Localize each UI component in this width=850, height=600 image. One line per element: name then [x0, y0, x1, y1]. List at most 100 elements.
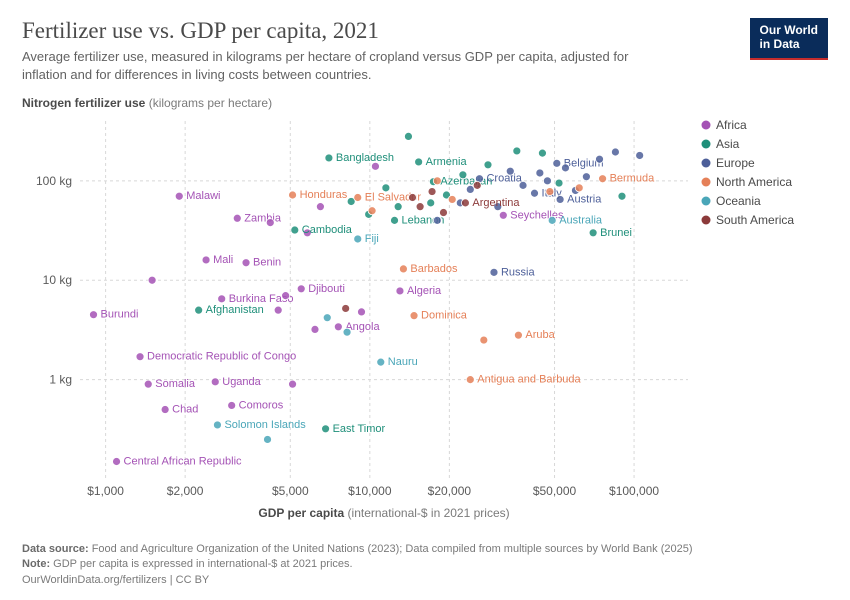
scatter-point[interactable]: [514, 331, 522, 339]
scatter-point[interactable]: [484, 161, 492, 169]
scatter-point[interactable]: [322, 425, 330, 433]
scatter-point[interactable]: [473, 181, 481, 189]
scatter-point[interactable]: [228, 402, 236, 410]
scatter-point[interactable]: [589, 229, 597, 237]
scatter-point[interactable]: [599, 175, 607, 183]
scatter-point[interactable]: [506, 167, 514, 175]
scatter-point[interactable]: [148, 276, 156, 284]
scatter-point[interactable]: [538, 149, 546, 157]
scatter-point[interactable]: [548, 216, 556, 224]
scatter-point[interactable]: [399, 265, 407, 273]
scatter-point[interactable]: [499, 211, 507, 219]
point-label: Central African Republic: [124, 456, 243, 468]
point-label: Argentina: [472, 197, 520, 209]
x-tick-label: $20,000: [428, 484, 472, 498]
scatter-point[interactable]: [513, 147, 521, 155]
scatter-point[interactable]: [161, 406, 169, 414]
scatter-point[interactable]: [416, 203, 424, 211]
scatter-point[interactable]: [323, 314, 331, 322]
scatter-point[interactable]: [531, 189, 539, 197]
scatter-point[interactable]: [427, 199, 435, 207]
scatter-point[interactable]: [636, 152, 644, 160]
x-tick-label: $100,000: [609, 484, 659, 498]
scatter-point[interactable]: [543, 177, 551, 185]
scatter-point[interactable]: [202, 256, 210, 264]
x-tick-label: $5,000: [272, 484, 309, 498]
legend-label: Oceania: [716, 194, 761, 208]
scatter-point[interactable]: [175, 192, 183, 200]
scatter-point[interactable]: [439, 209, 447, 217]
scatter-point[interactable]: [316, 203, 324, 211]
chart-footer: Data source: Food and Agriculture Organi…: [22, 542, 828, 588]
scatter-point[interactable]: [311, 326, 319, 334]
scatter-point[interactable]: [144, 380, 152, 388]
point-label: Mali: [213, 254, 233, 266]
owid-logo: Our World in Data: [750, 18, 828, 60]
scatter-point[interactable]: [377, 358, 385, 366]
scatter-point[interactable]: [408, 194, 416, 202]
scatter-point[interactable]: [410, 312, 418, 320]
point-label: Fiji: [365, 233, 379, 245]
scatter-point[interactable]: [297, 285, 305, 293]
scatter-point[interactable]: [448, 196, 456, 204]
scatter-point[interactable]: [553, 159, 561, 167]
scatter-point[interactable]: [536, 169, 544, 177]
point-label: Burundi: [101, 309, 139, 321]
scatter-point[interactable]: [264, 436, 272, 444]
scatter-point[interactable]: [368, 207, 376, 215]
scatter-point[interactable]: [466, 376, 474, 384]
scatter-point[interactable]: [490, 268, 498, 276]
scatter-point[interactable]: [394, 203, 402, 211]
legend-swatch: [702, 197, 711, 206]
y-tick-label: 1 kg: [49, 373, 72, 387]
scatter-point[interactable]: [342, 305, 350, 313]
scatter-point[interactable]: [519, 181, 527, 189]
scatter-point[interactable]: [242, 259, 250, 267]
scatter-point[interactable]: [211, 378, 219, 386]
scatter-point[interactable]: [113, 458, 121, 466]
scatter-point[interactable]: [546, 188, 554, 196]
scatter-point[interactable]: [404, 132, 412, 140]
scatter-point[interactable]: [575, 184, 583, 192]
scatter-point[interactable]: [195, 306, 203, 314]
scatter-point[interactable]: [289, 380, 297, 388]
scatter-point[interactable]: [218, 295, 226, 303]
scatter-point[interactable]: [391, 216, 399, 224]
scatter-point[interactable]: [461, 199, 469, 207]
scatter-point[interactable]: [415, 158, 423, 166]
scatter-point[interactable]: [480, 336, 488, 344]
scatter-point[interactable]: [596, 155, 604, 163]
scatter-point[interactable]: [433, 177, 441, 185]
point-label: Brunei: [600, 227, 632, 239]
scatter-point[interactable]: [266, 219, 274, 227]
scatter-point[interactable]: [282, 292, 290, 300]
scatter-point[interactable]: [274, 306, 282, 314]
scatter-point[interactable]: [358, 308, 366, 316]
scatter-point[interactable]: [136, 353, 144, 361]
scatter-point[interactable]: [556, 196, 564, 204]
scatter-point[interactable]: [582, 173, 590, 181]
chart-title: Fertilizer use vs. GDP per capita, 2021: [22, 18, 662, 44]
scatter-point[interactable]: [555, 179, 563, 187]
legend-label: North America: [716, 175, 792, 189]
scatter-point[interactable]: [325, 154, 333, 162]
scatter-point[interactable]: [428, 188, 436, 196]
scatter-point[interactable]: [291, 226, 299, 234]
scatter-point[interactable]: [611, 148, 619, 156]
scatter-point[interactable]: [343, 328, 351, 336]
scatter-point[interactable]: [459, 171, 467, 179]
scatter-point[interactable]: [354, 235, 362, 243]
scatter-point[interactable]: [396, 287, 404, 295]
scatter-point[interactable]: [90, 311, 98, 319]
scatter-point[interactable]: [618, 192, 626, 200]
scatter-point[interactable]: [354, 194, 362, 202]
scatter-point[interactable]: [433, 216, 441, 224]
legend-swatch: [702, 121, 711, 130]
scatter-point[interactable]: [289, 191, 297, 199]
note-label: Note:: [22, 558, 50, 570]
scatter-point[interactable]: [213, 421, 221, 429]
scatter-point[interactable]: [334, 323, 342, 331]
point-label: Uganda: [222, 376, 261, 388]
scatter-point[interactable]: [561, 164, 569, 172]
scatter-point[interactable]: [233, 214, 241, 222]
